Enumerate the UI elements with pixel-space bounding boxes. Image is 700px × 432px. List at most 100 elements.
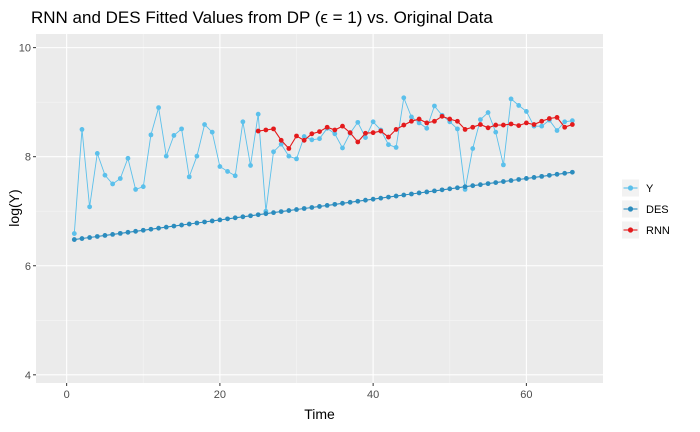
- data-point-rnn: [409, 118, 414, 124]
- data-point-rnn: [546, 116, 552, 121]
- data-point-rnn: [278, 137, 284, 143]
- data-point-rnn: [386, 134, 391, 140]
- data-point-y: [110, 181, 116, 187]
- data-point-y: [539, 123, 545, 129]
- x-tick-label: 60: [520, 389, 532, 401]
- data-point-des: [416, 190, 422, 196]
- series-layer: [71, 95, 575, 242]
- data-point-rnn: [516, 123, 522, 129]
- data-point-rnn: [317, 129, 322, 135]
- data-point-des: [209, 218, 215, 224]
- data-point-des: [194, 220, 200, 226]
- data-point-rnn: [554, 115, 560, 120]
- y-tick-label: 6: [25, 261, 31, 273]
- data-point-des: [156, 225, 161, 231]
- data-point-rnn: [355, 139, 361, 145]
- data-point-des: [500, 179, 506, 184]
- data-point-rnn: [378, 128, 384, 134]
- data-point-des: [347, 199, 353, 205]
- data-point-des: [133, 228, 139, 234]
- data-point-rnn: [309, 131, 315, 137]
- data-point-des: [554, 171, 560, 177]
- data-point-y: [240, 119, 246, 125]
- data-point-rnn: [294, 133, 299, 139]
- data-point-des: [332, 201, 338, 207]
- data-point-y: [232, 173, 238, 179]
- data-point-y: [554, 128, 560, 133]
- data-point-des: [87, 235, 93, 240]
- data-point-rnn: [340, 123, 345, 129]
- data-point-y: [355, 119, 361, 125]
- data-point-y: [202, 122, 207, 127]
- data-point-rnn: [447, 116, 453, 122]
- data-point-des: [317, 204, 322, 209]
- data-point-des: [140, 227, 146, 233]
- data-point-y: [217, 164, 223, 169]
- data-point-y: [508, 96, 514, 102]
- data-point-rnn: [531, 122, 537, 127]
- data-point-y: [133, 187, 139, 192]
- data-point-rnn: [324, 124, 330, 130]
- data-point-rnn: [363, 130, 368, 136]
- data-point-rnn: [500, 122, 506, 128]
- data-point-des: [378, 195, 384, 201]
- data-point-des: [539, 173, 545, 179]
- data-point-des: [94, 234, 100, 239]
- data-point-des: [102, 233, 108, 238]
- data-point-des: [393, 193, 399, 199]
- data-point-y: [209, 129, 215, 135]
- x-tick-label: 0: [64, 389, 70, 401]
- data-point-y: [493, 129, 499, 135]
- data-point-rnn: [478, 122, 483, 127]
- data-point-des: [324, 202, 330, 208]
- data-point-y: [340, 145, 345, 151]
- data-point-y: [271, 149, 276, 155]
- data-point-des: [531, 175, 537, 180]
- data-point-des: [309, 205, 315, 210]
- y-axis-ticks: 4 6 8 10: [19, 43, 36, 382]
- data-point-y: [409, 114, 414, 120]
- data-point-rnn: [393, 127, 399, 132]
- data-point-rnn: [263, 127, 269, 133]
- series-rnn: [255, 113, 575, 151]
- data-point-y: [317, 136, 322, 142]
- data-point-y: [140, 184, 146, 190]
- series-line-y: [73, 96, 573, 234]
- data-point-y: [386, 142, 391, 148]
- data-point-des: [248, 213, 253, 219]
- data-point-des: [271, 210, 276, 216]
- data-point-y: [102, 172, 108, 178]
- data-point-des: [186, 221, 192, 227]
- data-point-y: [186, 174, 192, 180]
- data-point-rnn: [539, 118, 545, 124]
- data-point-y: [278, 141, 284, 147]
- legend-label-des: DES: [646, 204, 669, 216]
- data-point-rnn: [332, 127, 338, 133]
- data-point-y: [500, 162, 506, 168]
- data-point-rnn: [485, 125, 491, 131]
- data-point-rnn: [301, 137, 307, 143]
- data-point-rnn: [401, 122, 407, 128]
- data-point-rnn: [455, 118, 460, 124]
- data-point-y: [255, 111, 261, 117]
- y-tick-label: 10: [19, 43, 31, 55]
- x-axis-title: Time: [304, 406, 335, 422]
- data-point-des: [462, 184, 468, 190]
- series-y: [71, 95, 575, 236]
- data-point-rnn: [562, 124, 568, 130]
- data-point-rnn: [370, 130, 376, 136]
- data-point-y: [455, 126, 460, 132]
- data-point-rnn: [424, 120, 430, 126]
- data-point-des: [179, 222, 184, 228]
- data-point-des: [71, 237, 77, 242]
- data-point-des: [255, 212, 261, 218]
- data-point-y: [401, 95, 407, 101]
- data-point-rnn: [432, 118, 437, 124]
- data-point-des: [240, 214, 246, 220]
- data-point-y: [125, 155, 131, 161]
- data-point-des: [485, 181, 491, 187]
- data-point-rnn: [255, 128, 261, 134]
- data-point-des: [163, 224, 169, 230]
- data-point-des: [409, 191, 414, 197]
